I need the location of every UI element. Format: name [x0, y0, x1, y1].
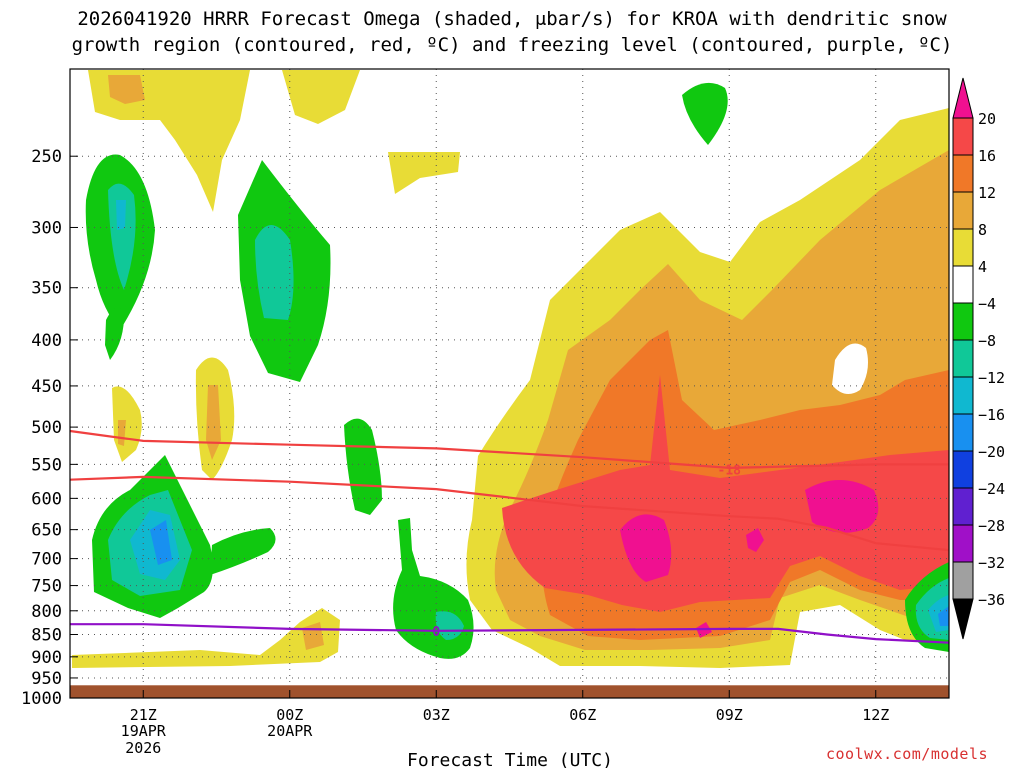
source-credit: coolwx.com/models [826, 745, 989, 763]
contour-line-1 [69, 475, 950, 552]
y-tick-label-900: 900 [31, 648, 62, 668]
omega-region-upward-main-peak3 [746, 528, 764, 552]
colorbar-bin-6 [952, 339, 974, 378]
colorbar-bin-4 [952, 265, 974, 304]
x-tick-label-09Z: 09Z [716, 706, 743, 724]
colorbar-bin-7 [952, 376, 974, 415]
y-tick-label-550: 550 [31, 455, 62, 475]
contour-label-2: 0 [432, 625, 440, 640]
y-tick-label-300: 300 [31, 218, 62, 238]
y-tick-label-500: 500 [31, 418, 62, 438]
colorbar-label-7: −12 [978, 369, 1005, 387]
colorbar-bin-11 [952, 524, 974, 563]
colorbar-label-0: 20 [978, 110, 996, 128]
y-tick-label-250: 250 [31, 147, 62, 167]
colorbar-bin-5 [952, 302, 974, 341]
colorbar-label-1: 16 [978, 147, 996, 165]
x-tick-label-21Z: 21Z [130, 706, 157, 724]
colorbar-label-9: −20 [978, 443, 1005, 461]
contour-line-0 [69, 429, 949, 470]
colorbar-label-8: −16 [978, 406, 1005, 424]
y-tick-label-800: 800 [31, 602, 62, 622]
omega-shading [72, 70, 949, 668]
chart-title-line-2: growth region (contoured, red, ºC) and f… [71, 34, 953, 56]
omega-region-downward-00z-core [255, 225, 294, 320]
contour-line-2 [70, 623, 950, 644]
omega-region-downward-left-column-core [108, 183, 136, 290]
colorbar-bin-3 [952, 228, 974, 267]
omega-region-upward-left-mid [112, 386, 142, 462]
colorbar-bin-1 [952, 154, 974, 193]
omega-region-downward-top-right [682, 82, 728, 145]
plot-frame [69, 68, 950, 699]
colorbar-label-13: −36 [978, 591, 1005, 609]
colorbar-bin-12 [952, 561, 974, 600]
y-axis: 250 300 350 400 450 500 550 600 650 700 750 800 850 9… [21, 147, 78, 709]
y-tick-label-1000: 1000 [21, 689, 62, 709]
omega-region-upward-03z [388, 152, 460, 194]
contour-label-1: -18 [718, 463, 742, 478]
contour-lines: -18 0 [69, 429, 950, 644]
y-tick-label-350: 350 [31, 279, 62, 299]
omega-region-downward-left-upper [105, 307, 125, 360]
colorbar-bin-2 [952, 191, 974, 230]
y-tick-label-400: 400 [31, 331, 62, 351]
chart-title-line-1: 2026041920 HRRR Forecast Omega (shaded, … [77, 8, 947, 30]
omega-region-upward-top-mid [282, 70, 360, 124]
colorbar-bin-8 [952, 413, 974, 452]
omega-region-downward-left-column-peak [116, 200, 126, 230]
colorbar: 20 16 12 8 4 −4 −8 −12 −16 −20 −24 −28 −32 −36 [952, 77, 1005, 640]
terrain-ground [70, 685, 949, 698]
colorbar-label-5: −4 [978, 295, 996, 313]
omega-region-upward-main-peak1 [620, 514, 672, 582]
x-axis-title: Forecast Time (UTC) [407, 750, 613, 768]
omega-region-downward-03z-lower-core [435, 611, 464, 640]
colorbar-bin-10 [952, 487, 974, 526]
y-tick-label-950: 950 [31, 669, 62, 689]
omega-region-upward-main-ring4 [502, 375, 949, 612]
x-tick-label-06Z: 06Z [569, 706, 596, 724]
x-tick-label-00Z: 00Z [276, 706, 303, 724]
y-tick-label-450: 450 [31, 377, 62, 397]
x-tick-label-03Z: 03Z [423, 706, 450, 724]
colorbar-label-6: −8 [978, 332, 996, 350]
y-tick-label-850: 850 [31, 625, 62, 645]
omega-region-downward-lower-left-peak [150, 520, 172, 565]
colorbar-bin-9 [952, 450, 974, 489]
colorbar-top-arrow [952, 77, 974, 119]
x-tick-year-21Z: 2026 [125, 739, 161, 757]
colorbar-bin-0 [952, 117, 974, 156]
x-tick-date-00Z: 20APR [267, 722, 313, 740]
colorbar-label-2: 12 [978, 184, 996, 202]
x-tick-date-21Z: 19APR [121, 722, 167, 740]
omega-region-upward-left-mid-core [118, 420, 126, 446]
y-tick-label-650: 650 [31, 521, 62, 541]
y-tick-label-750: 750 [31, 577, 62, 597]
x-tick-label-12Z: 12Z [862, 706, 889, 724]
colorbar-label-3: 8 [978, 221, 987, 239]
omega-region-neutral-hole1 [832, 343, 868, 394]
omega-region-upward-main-peak2 [805, 480, 879, 533]
colorbar-label-4: 4 [978, 258, 987, 276]
colorbar-label-12: −32 [978, 554, 1005, 572]
terrain-layer [70, 685, 949, 698]
colorbar-label-11: −28 [978, 517, 1005, 535]
y-tick-label-700: 700 [31, 550, 62, 570]
omega-region-downward-0230z [344, 418, 382, 515]
colorbar-bottom-arrow [952, 598, 974, 640]
omega-region-upward-top-left-core [108, 75, 145, 104]
omega-region-upward-top-left [88, 70, 250, 212]
omega-region-upward-21z-22z-core [206, 385, 221, 460]
y-tick-label-600: 600 [31, 489, 62, 509]
omega-region-downward-2230z [210, 528, 276, 575]
omega-region-upward-low-level [72, 608, 340, 668]
colorbar-label-10: −24 [978, 480, 1005, 498]
